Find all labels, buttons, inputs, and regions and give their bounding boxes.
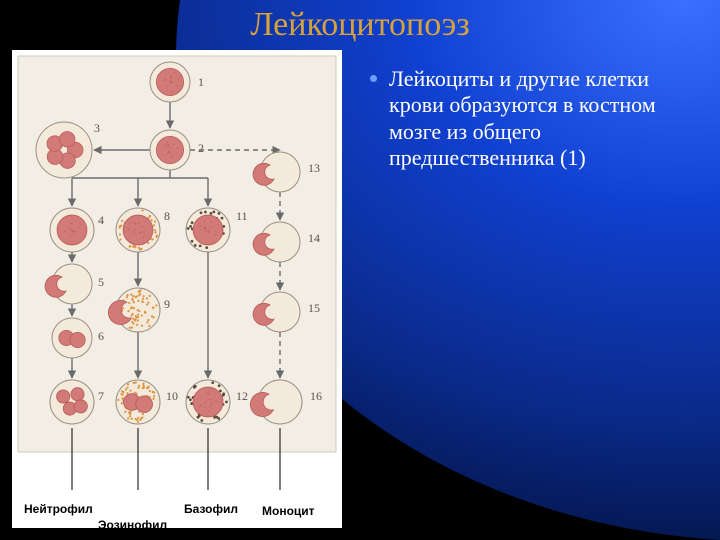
svg-text:2: 2 [198,141,204,155]
svg-text:9: 9 [164,297,170,311]
svg-text:3: 3 [94,121,100,135]
svg-text:16: 16 [310,389,322,403]
leukopoiesis-diagram: 12345678910111213141516 [12,50,342,490]
svg-text:11: 11 [236,209,248,223]
svg-text:4: 4 [98,213,104,227]
bullet-list: Лейкоциты и другие клетки крови образуют… [370,66,700,172]
svg-text:12: 12 [236,389,248,403]
bullet-dot-icon [370,75,377,82]
svg-text:8: 8 [164,209,170,223]
svg-text:6: 6 [98,329,104,343]
svg-text:13: 13 [308,161,320,175]
lineage-label: Базофил [184,502,238,516]
svg-text:10: 10 [166,389,178,403]
svg-text:14: 14 [308,231,320,245]
bullet-text: Лейкоциты и другие клетки крови образуют… [389,66,700,172]
lineage-label: Нейтрофил [24,502,93,516]
svg-text:15: 15 [308,301,320,315]
bullet-item: Лейкоциты и другие клетки крови образуют… [370,66,700,172]
lineage-label: Эозинофил [98,518,167,532]
lineage-label: Моноцит [262,504,315,518]
diagram-panel: 12345678910111213141516 НейтрофилЭозиноф… [12,50,342,528]
svg-text:1: 1 [198,75,204,89]
svg-text:7: 7 [98,389,104,403]
slide-title: Лейкоцитопоэз [0,6,720,44]
slide: { "background": { "black": "#000000", "b… [0,0,720,540]
svg-text:5: 5 [98,275,104,289]
